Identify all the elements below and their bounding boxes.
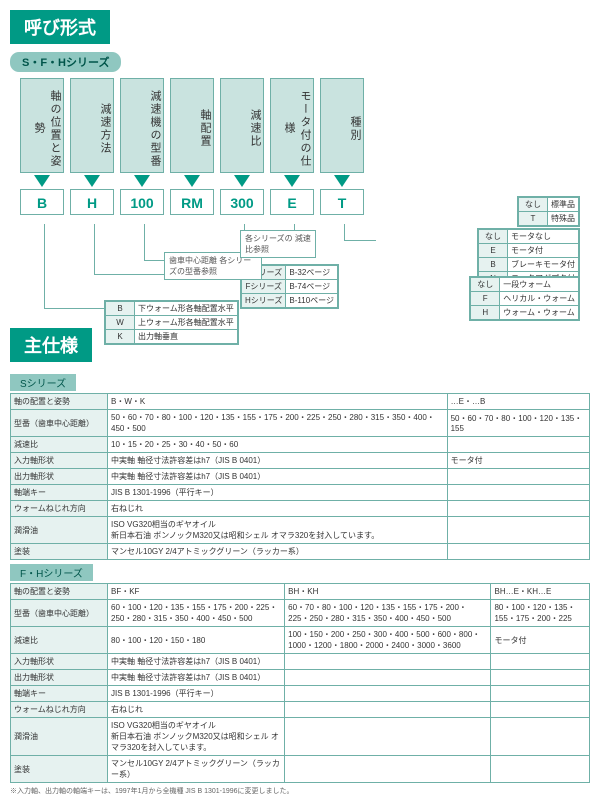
code-cell: H xyxy=(70,189,114,215)
spec-cell: ISO VG320相当のギヤオイル新日本石油 ボンノックM320又は昭和シェル … xyxy=(108,718,285,756)
spec-cell: 中実軸 軸径寸法許容差はh7（JIS B 0401） xyxy=(108,453,448,469)
spec-row-head: ウォームねじれ方向 xyxy=(11,501,108,517)
spec-cell xyxy=(491,702,590,718)
spec-cell: JIS B 1301-1996（平行キー） xyxy=(108,686,285,702)
spec-row-head: 潤滑油 xyxy=(11,517,108,544)
spec-cell xyxy=(491,718,590,756)
spec-cell: 中実軸 軸径寸法許容差はh7（JIS B 0401） xyxy=(108,469,448,485)
spec-cell: 100・150・200・250・300・400・500・600・800・1000… xyxy=(285,627,491,654)
col-head: 種別 xyxy=(320,78,364,173)
spec-cell: 中実軸 軸径寸法許容差はh7（JIS B 0401） xyxy=(108,670,285,686)
arrow-down-icon xyxy=(320,175,364,187)
spec-cell xyxy=(447,501,589,517)
code-cell: B xyxy=(20,189,64,215)
code-cell: E xyxy=(270,189,314,215)
col-head: モータ付の仕様 xyxy=(270,78,314,173)
spec-row-head: 出力軸形状 xyxy=(11,469,108,485)
spec-cell: …E・…B xyxy=(447,394,589,410)
spec-cell: モータ付 xyxy=(447,453,589,469)
spec-row-head: 軸の配置と姿勢 xyxy=(11,584,108,600)
code-cell: RM xyxy=(170,189,214,215)
spec-row-head: 塗装 xyxy=(11,756,108,783)
spec-cell xyxy=(447,469,589,485)
spec-cell: BF・KF xyxy=(108,584,285,600)
spec-row-head: 軸の配置と姿勢 xyxy=(11,394,108,410)
spec-cell: 右ねじれ xyxy=(108,501,448,517)
spec-cell xyxy=(491,654,590,670)
code-cell: 100 xyxy=(120,189,164,215)
series-pill: S・F・Hシリーズ xyxy=(10,52,121,72)
arrow-down-icon xyxy=(120,175,164,187)
spec-row-head: 出力軸形状 xyxy=(11,670,108,686)
title-spec: 主仕様 xyxy=(10,328,92,362)
spec-row-head: 潤滑油 xyxy=(11,718,108,756)
spec-cell xyxy=(285,686,491,702)
arrow-down-icon xyxy=(220,175,264,187)
footnote: ※入力軸、出力軸の軸端キーは、1997年1月から全機種 JIS B 1301-1… xyxy=(10,786,590,796)
spec-s-label: Sシリーズ xyxy=(10,374,76,391)
spec-cell: BH…E・KH…E xyxy=(491,584,590,600)
spec-cell: ISO VG320相当のギヤオイル新日本石油 ボンノックM320又は昭和シェル … xyxy=(108,517,448,544)
spec-cell: 60・70・80・100・120・135・155・175・200・225・250… xyxy=(285,600,491,627)
arrow-down-icon xyxy=(70,175,114,187)
spec-cell: マンセル10GY 2/4アトミックグリーン（ラッカー系） xyxy=(108,544,448,560)
spec-cell xyxy=(447,485,589,501)
spec-row-head: 減速比 xyxy=(11,627,108,654)
col-head: 減速方法 xyxy=(70,78,114,173)
spec-cell: マンセル10GY 2/4アトミックグリーン（ラッカー系） xyxy=(108,756,285,783)
col-head: 減速機の型番 xyxy=(120,78,164,173)
col-head: 軸配置 xyxy=(170,78,214,173)
spec-cell xyxy=(447,437,589,453)
arrow-down-icon xyxy=(20,175,64,187)
spec-cell: 中実軸 軸径寸法許容差はh7（JIS B 0401） xyxy=(108,654,285,670)
spec-row-head: 軸端キー xyxy=(11,686,108,702)
code-cell: T xyxy=(320,189,364,215)
spec-cell xyxy=(285,670,491,686)
spec-cell: 右ねじれ xyxy=(108,702,285,718)
spec-cell: 50・60・70・80・100・120・135・155 xyxy=(447,410,589,437)
code-cell: 300 xyxy=(220,189,264,215)
spec-cell: 80・100・120・135・155・175・200・225 xyxy=(491,600,590,627)
col-head: 軸の位置と姿勢 xyxy=(20,78,64,173)
spec-cell xyxy=(285,718,491,756)
spec-row-head: 入力軸形状 xyxy=(11,654,108,670)
spec-cell: 50・60・70・80・100・120・135・155・175・200・225・… xyxy=(108,410,448,437)
spec-cell: 60・100・120・135・155・175・200・225・250・280・3… xyxy=(108,600,285,627)
spec-cell xyxy=(285,756,491,783)
spec-row-head: 塗装 xyxy=(11,544,108,560)
spec-cell: モータ付 xyxy=(491,627,590,654)
spec-cell: 10・15・20・25・30・40・50・60 xyxy=(108,437,448,453)
spec-cell xyxy=(447,517,589,544)
spec-fh-label: F・Hシリーズ xyxy=(10,564,93,581)
title-naming: 呼び形式 xyxy=(10,10,110,44)
spec-cell: B・W・K xyxy=(108,394,448,410)
spec-cell xyxy=(491,670,590,686)
spec-row-head: 型番（歯車中心距離） xyxy=(11,600,108,627)
spec-s-table: 軸の配置と姿勢B・W・K…E・…B型番（歯車中心距離）50・60・70・80・1… xyxy=(10,393,590,560)
spec-fh-table: 軸の配置と姿勢BF・KFBH・KHBH…E・KH…E 型番（歯車中心距離）60・1… xyxy=(10,583,590,783)
spec-row-head: 入力軸形状 xyxy=(11,453,108,469)
spec-cell: BH・KH xyxy=(285,584,491,600)
col-head: 減速比 xyxy=(220,78,264,173)
spec-row-head: 減速比 xyxy=(11,437,108,453)
spec-row-head: 型番（歯車中心距離） xyxy=(11,410,108,437)
arrow-down-icon xyxy=(170,175,214,187)
naming-diagram: 軸の位置と姿勢減速方法減速機の型番軸配置減速比モータ付の仕様種別 BH100RM… xyxy=(10,78,590,328)
spec-cell xyxy=(491,686,590,702)
spec-cell xyxy=(285,702,491,718)
spec-row-head: ウォームねじれ方向 xyxy=(11,702,108,718)
spec-cell: 80・100・120・150・180 xyxy=(108,627,285,654)
ratio-note: 各シリーズの 減速比参照 xyxy=(240,230,316,258)
spec-cell xyxy=(447,544,589,560)
spec-cell xyxy=(285,654,491,670)
spec-cell xyxy=(491,756,590,783)
spec-cell: JIS B 1301-1996（平行キー） xyxy=(108,485,448,501)
spec-row-head: 軸端キー xyxy=(11,485,108,501)
arrow-down-icon xyxy=(270,175,314,187)
